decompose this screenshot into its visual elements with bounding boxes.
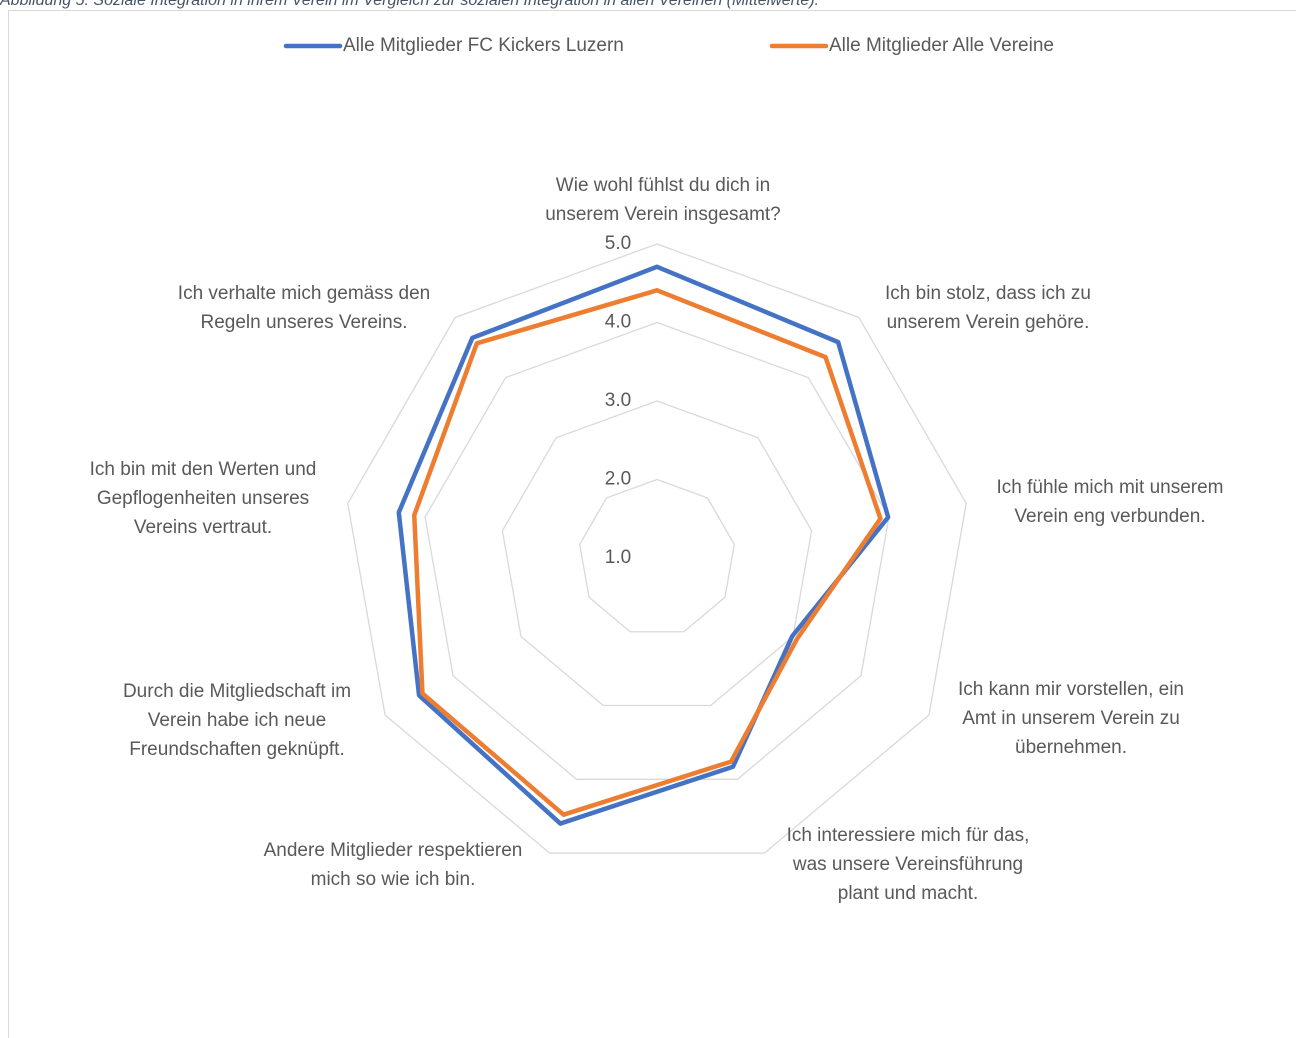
series-line: [396, 264, 891, 826]
category-label: unserem Verein gehöre.: [887, 312, 1090, 333]
legend-label: Alle Mitglieder FC Kickers Luzern: [343, 35, 624, 56]
tick-label: 3.0: [605, 390, 631, 411]
category-label: unserem Verein insgesamt?: [545, 204, 781, 225]
category-label: Durch die Mitgliedschaft im: [123, 681, 351, 702]
category-label: Ich kann mir vorstellen, ein: [958, 679, 1184, 700]
category-label: plant und macht.: [838, 883, 978, 904]
category-label: Gepflogenheiten unseres: [97, 488, 309, 509]
tick-label: 1.0: [605, 547, 631, 568]
category-label: Wie wohl fühlst du dich in: [556, 175, 770, 196]
category-label: Ich verhalte mich gemäss den: [178, 283, 430, 304]
legend-label: Alle Mitglieder Alle Vereine: [829, 35, 1054, 56]
chart-frame: [8, 10, 1296, 1038]
tick-label: 5.0: [605, 233, 631, 254]
category-label: Regeln unseres Vereins.: [200, 312, 407, 333]
category-label: Freundschaften geknüpft.: [129, 739, 344, 760]
category-label: Vereins vertraut.: [134, 517, 272, 538]
category-label: Ich bin stolz, dass ich zu: [885, 283, 1091, 304]
grid-ring: [424, 321, 890, 780]
series-line: [412, 288, 883, 817]
category-label: was unsere Vereinsführung: [792, 854, 1023, 875]
grid-ring: [579, 478, 735, 633]
category-label: Ich bin mit den Werten und: [90, 459, 317, 480]
grid-ring: [347, 243, 967, 854]
category-label: übernehmen.: [1015, 737, 1127, 758]
grid-ring: [501, 400, 813, 707]
category-label: Verein eng verbunden.: [1014, 506, 1205, 527]
caption: Abbildung 5: Soziale Integration in ihre…: [0, 0, 819, 9]
category-label: Amt in unserem Verein zu: [962, 708, 1180, 729]
category-label: Verein habe ich neue: [148, 710, 327, 731]
category-label: mich so wie ich bin.: [311, 869, 476, 890]
category-label: Ich interessiere mich für das,: [787, 825, 1030, 846]
tick-label: 4.0: [605, 312, 631, 333]
tick-label: 2.0: [605, 469, 631, 490]
category-label: Ich fühle mich mit unserem: [996, 477, 1223, 498]
category-label: Andere Mitglieder respektieren: [264, 840, 523, 861]
